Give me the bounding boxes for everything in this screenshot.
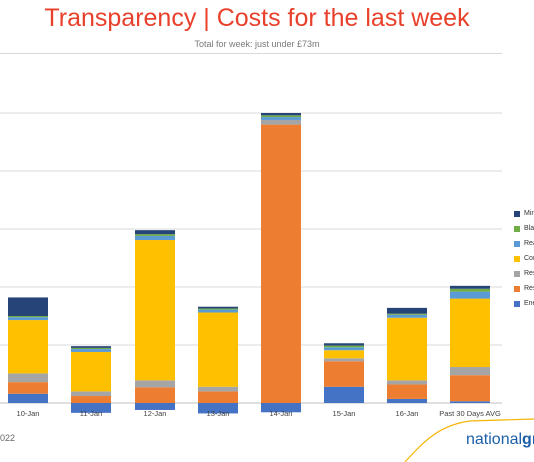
bar-segment-bla-5 [8, 316, 48, 318]
bar-segment-res-1 [8, 382, 48, 394]
header-divider [0, 53, 502, 54]
legend-item: Min [514, 206, 534, 221]
bar-segment-res-2 [135, 380, 175, 388]
footer-swoosh [404, 418, 534, 462]
x-tick-label: 13-Jan [207, 409, 230, 418]
bar-segment-ene-0 [261, 403, 301, 413]
bar-segment-res-2 [324, 358, 364, 362]
bar-segment-con-3 [71, 351, 111, 392]
bar-segment-min-6 [71, 346, 111, 348]
bar-segment-rea-4 [324, 347, 364, 351]
bar-segment-res-1 [450, 375, 490, 402]
chart-subtitle: Total for week: just under £73m [194, 39, 320, 49]
bar-segment-min-6 [261, 113, 301, 116]
legend-swatch [514, 255, 520, 262]
bar-segment-res-1 [71, 396, 111, 403]
x-tick-label: 12-Jan [144, 409, 167, 418]
bar-segment-min-6 [324, 343, 364, 346]
legend-label: Con [524, 255, 534, 262]
bar-segment-min-6 [8, 297, 48, 316]
legend-label: Rea [524, 240, 534, 247]
bar-segment-bla-5 [198, 308, 238, 310]
bar-segment-rea-4 [8, 317, 48, 321]
bar-segment-res-1 [261, 124, 301, 403]
legend-item: Bla [514, 221, 534, 236]
x-tick-label: Past 30 Days AVG [439, 409, 501, 418]
bar-segment-rea-4 [450, 291, 490, 299]
bar-segment-res-2 [261, 119, 301, 125]
bar-segment-ene-0 [71, 403, 111, 413]
bar-segment-rea-4 [387, 314, 427, 318]
bar-segment-con-3 [450, 298, 490, 368]
bar-segment-res-1 [324, 361, 364, 387]
bar-segment-bla-5 [261, 115, 301, 118]
bar-segment-ene-0 [198, 403, 238, 414]
legend: Min Bla Rea Con Res Res Ene [514, 206, 534, 311]
chart-title: Transparency | Costs for the last week [44, 4, 470, 32]
bar-segment-con-3 [135, 240, 175, 381]
legend-item: Res [514, 266, 534, 281]
x-tick-label: 10-Jan [17, 409, 40, 418]
bar-segment-res-2 [450, 367, 490, 376]
bar-segment-res-2 [387, 380, 427, 385]
bar-segment-bla-5 [71, 347, 111, 350]
bar-segment-con-3 [8, 320, 48, 374]
bar-segment-rea-4 [135, 235, 175, 241]
x-tick-label: 16-Jan [396, 409, 419, 418]
national-grid-logo: nationalgr [466, 431, 534, 449]
legend-swatch [514, 270, 520, 277]
legend-label: Min [524, 210, 534, 217]
bar-segment-rea-4 [261, 117, 301, 120]
bar-segment-con-3 [198, 312, 238, 387]
bar-segment-bla-5 [324, 345, 364, 348]
x-tick-labels: 10-Jan 11-Jan 12-Jan 13-Jan 14-Jan 15-Jan 16-J… [17, 409, 501, 418]
bar-segment-ene-0 [324, 386, 364, 403]
legend-item: Rea [514, 236, 534, 251]
bar-segment-res-2 [198, 386, 238, 392]
bar-segment-res-2 [71, 391, 111, 397]
legend-label: Res [524, 285, 534, 292]
legend-swatch [514, 225, 520, 232]
bar-segment-min-6 [135, 230, 175, 235]
legend-label: Res [524, 270, 534, 277]
legend-swatch [514, 300, 520, 307]
bar-segment-ene-0 [387, 398, 427, 403]
bar-segment-min-6 [198, 306, 238, 309]
bar-segment-res-1 [387, 384, 427, 399]
bar-segment-rea-4 [198, 309, 238, 313]
bar-segment-min-6 [387, 307, 427, 314]
legend-label: Ene [524, 300, 534, 307]
logo-text-part2: gr [522, 431, 534, 448]
x-tick-label: 14-Jan [270, 409, 293, 418]
logo-text-part1: national [466, 431, 523, 448]
bar-segment-res-1 [198, 391, 238, 403]
x-tick-label: 15-Jan [333, 409, 356, 418]
bar-segment-bla-5 [450, 288, 490, 292]
legend-label: Bla [524, 225, 534, 232]
legend-swatch [514, 240, 520, 247]
legend-item: Res [514, 281, 534, 296]
legend-item: Con [514, 251, 534, 266]
bar-segment-ene-0 [450, 401, 490, 403]
footer-date-fragment: 022 [0, 433, 16, 443]
x-tick-label: 11-Jan [80, 409, 102, 418]
bars [8, 113, 490, 414]
bar-segment-ene-0 [135, 403, 175, 410]
bar-segment-res-1 [135, 387, 175, 403]
bar-segment-con-3 [324, 350, 364, 359]
bar-segment-res-2 [8, 373, 48, 383]
bar-segment-min-6 [450, 285, 490, 289]
legend-item: Ene [514, 296, 534, 311]
bar-segment-bla-5 [387, 313, 427, 315]
legend-swatch [514, 210, 520, 217]
bar-segment-con-3 [387, 317, 427, 381]
bar-segment-rea-4 [71, 349, 111, 352]
bar-segment-ene-0 [8, 393, 48, 403]
bar-segment-bla-5 [135, 234, 175, 236]
legend-swatch [514, 285, 520, 292]
